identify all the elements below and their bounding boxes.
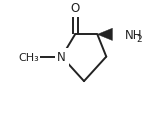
Text: 2: 2 [137,34,142,43]
Text: NH: NH [125,29,142,42]
Text: CH₃: CH₃ [19,52,39,62]
Text: N: N [57,51,66,64]
Polygon shape [97,29,112,41]
Text: O: O [70,2,80,15]
